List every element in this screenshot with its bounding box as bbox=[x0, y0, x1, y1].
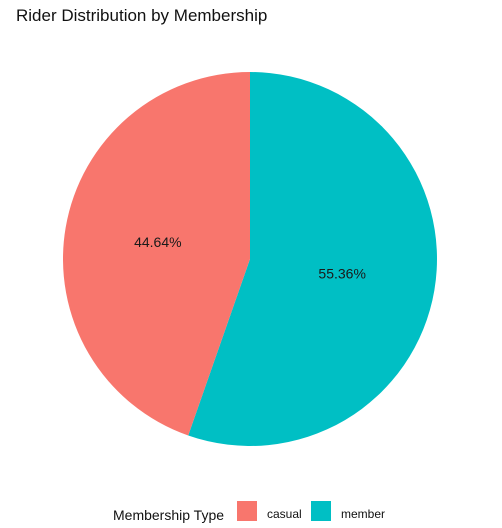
slice-label-member: 55.36% bbox=[318, 265, 365, 281]
legend-label-casual: casual bbox=[267, 507, 302, 521]
legend: Membership Type casual member bbox=[0, 500, 502, 528]
chart-title: Rider Distribution by Membership bbox=[16, 6, 268, 25]
pie-slice-member bbox=[188, 72, 437, 446]
legend-label-member: member bbox=[341, 507, 386, 521]
pie-chart: 55.36% 44.64% bbox=[62, 72, 437, 446]
legend-title: Membership Type bbox=[113, 507, 225, 523]
legend-key-member bbox=[311, 501, 331, 521]
slice-label-casual: 44.64% bbox=[134, 234, 181, 250]
pie-slice-casual bbox=[62, 72, 250, 436]
legend-key-casual bbox=[237, 501, 257, 521]
